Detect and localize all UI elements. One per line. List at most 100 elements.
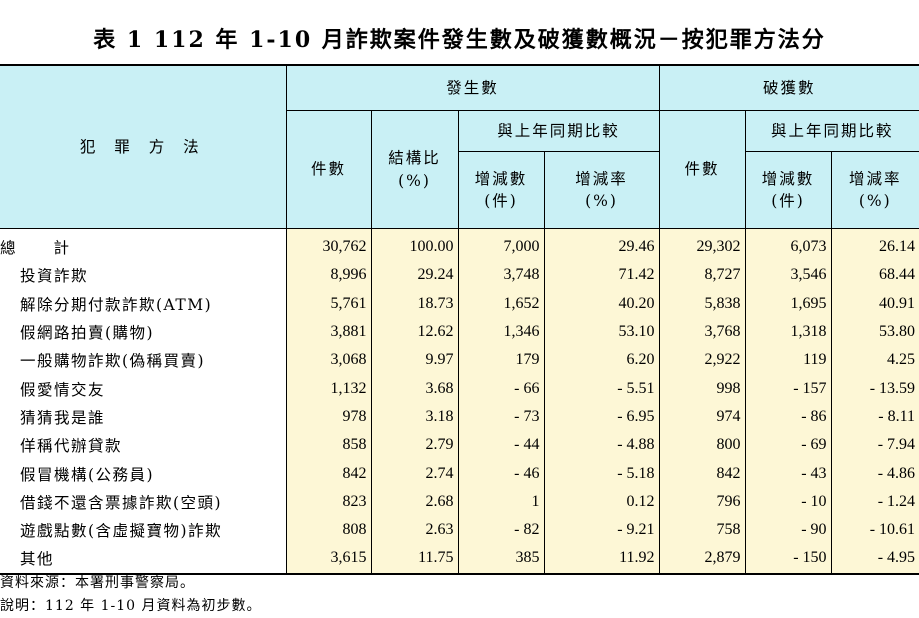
table-cell: - 1.24 (830, 487, 919, 516)
row-label: 假冒機構(公務員) (0, 459, 286, 488)
row-label: 佯稱代辦貸款 (0, 431, 286, 460)
row-label: 假愛情交友 (0, 374, 286, 403)
table-row: 借錢不還含票據詐欺(空頭) 823 2.68 1 0.12 796- 10- 1.24 (0, 487, 919, 516)
table-cell: 0.12 (543, 487, 660, 516)
table-cell: - 5.51 (543, 374, 660, 403)
table-cell: - 73 (457, 402, 544, 432)
table-row: 猜猜我是誰 978 3.18- 73- 6.95 974- 86- 8.11 (0, 402, 919, 432)
total-label-a: 總 (0, 239, 16, 258)
table-cell: 796 (658, 487, 746, 516)
ratio-header-line1: 結構比 (388, 149, 441, 168)
table-cell: 3,881 (285, 317, 371, 347)
table-cell: 40.20 (543, 289, 660, 318)
table-cell: 6.20 (543, 346, 660, 375)
table-cell: 5,838 (658, 289, 746, 318)
row-label: 借錢不還含票據詐欺(空頭) (0, 487, 286, 516)
table-cell: - 10.61 (830, 515, 919, 545)
table-cell: 12.62 (370, 317, 458, 347)
source-note: 資料來源：本署刑事警察局。 (0, 575, 195, 591)
occurrence-yoy-header: 與上年同期比較 (457, 110, 660, 152)
row-label: 其他 (0, 544, 286, 575)
table-cell: 2,922 (658, 346, 746, 375)
table-cell: 68.44 (830, 261, 919, 290)
table-cell: - 157 (744, 374, 832, 403)
table-cell: 842 (285, 459, 371, 488)
table-cell: - 66 (457, 374, 544, 403)
table-cell: - 4.95 (830, 544, 919, 575)
table-cell: - 13.59 (830, 374, 919, 403)
table-cell: - 4.86 (830, 459, 919, 488)
table-cell: 11.92 (543, 544, 660, 575)
table-row: 佯稱代辦貸款 858 2.79- 44- 4.88 800- 69- 7.94 (0, 431, 919, 460)
table-title: 表 1 112 年 1-10 月詐欺案件發生數及破獲數概況－按犯罪方法分 (93, 27, 826, 53)
table-cell: 3,768 (658, 317, 746, 347)
table-cell: 974 (658, 402, 746, 432)
table-cell: 119 (744, 346, 832, 375)
table-cell: 9.97 (370, 346, 458, 375)
rate-header-line1: 增減率 (849, 169, 902, 188)
table-cell: 1,695 (744, 289, 832, 318)
table-cell: 800 (658, 431, 746, 460)
rate-header-line1: 增減率 (575, 169, 628, 188)
solved-rate-header: 增減率 (%) (830, 151, 919, 229)
rate-header-line2: (%) (858, 192, 892, 210)
table-cell: 100.00 (370, 228, 458, 262)
table-cell: - 9.21 (543, 515, 660, 545)
table-row: 其他 3,615 11.75 385 11.92 2,879- 150- 4.95 (0, 544, 919, 575)
table-cell: 18.73 (370, 289, 458, 318)
table-cell: 978 (285, 402, 371, 432)
total-label-b: 計 (53, 239, 70, 258)
table-cell: 3.18 (370, 402, 458, 432)
table-cell: 3,546 (744, 261, 832, 290)
total-row: 總計 30,762 100.00 7,000 29.46 29,302 6,07… (0, 228, 919, 262)
table-cell: 2.79 (370, 431, 458, 460)
table-body: 總計 30,762 100.00 7,000 29.46 29,302 6,07… (0, 228, 919, 575)
change-header-line1: 增減數 (761, 169, 815, 188)
table-cell: - 90 (744, 515, 832, 545)
table-cell: - 10 (744, 487, 832, 516)
table-cell: - 4.88 (543, 431, 660, 460)
table-cell: 858 (285, 431, 371, 460)
table-row: 遊戲點數(含虛擬寶物)詐欺 808 2.63- 82- 9.21 758- 90- 1… (0, 515, 919, 545)
table-header: 犯 罪 方 法 發生數 破獲數 件數 結構比 (%) 與上年同期比較 件數 與上… (0, 64, 919, 229)
table-row: 一般購物詐欺(偽稱買賣) 3,068 9.97 179 6.20 2,922 119 4.25 (0, 346, 919, 375)
solved-cases-header: 件數 (658, 110, 746, 229)
table-cell: 5,761 (285, 289, 371, 318)
table-cell: - 82 (457, 515, 544, 545)
fraud-statistics-table: 犯 罪 方 法 發生數 破獲數 件數 結構比 (%) 與上年同期比較 件數 與上… (0, 64, 919, 575)
table-cell: - 69 (744, 431, 832, 460)
remark-note: 說明：112 年 1-10 月資料為初步數。 (0, 598, 262, 614)
table-cell: 998 (658, 374, 746, 403)
table-cell: - 44 (457, 431, 544, 460)
table-cell: 11.75 (370, 544, 458, 575)
table-cell: 3,068 (285, 346, 371, 375)
row-label: 假網路拍賣(購物) (0, 317, 286, 347)
table-row: 假愛情交友 1,132 3.68- 66- 5.51 998- 157- 13.59 (0, 374, 919, 403)
table-cell: 1,652 (457, 289, 544, 318)
table-cell: - 5.18 (543, 459, 660, 488)
table-cell: 1 (457, 487, 544, 516)
table-cell: 53.10 (543, 317, 660, 347)
occurrence-cases-header: 件數 (285, 110, 372, 229)
change-header-line2: (件) (771, 192, 805, 210)
table-cell: - 43 (744, 459, 832, 488)
table-cell: 823 (285, 487, 371, 516)
table-cell: - 6.95 (543, 402, 660, 432)
table-cell: 40.91 (830, 289, 919, 318)
change-header-line1: 增減數 (474, 169, 528, 188)
table-cell: 7,000 (457, 228, 544, 262)
table-cell: 29.24 (370, 261, 458, 290)
table-row: 解除分期付款詐欺(ATM) 5,761 18.73 1,652 40.20 5,838 1,… (0, 289, 919, 318)
table-cell: 758 (658, 515, 746, 545)
table-cell: 842 (658, 459, 746, 488)
table-cell: - 7.94 (830, 431, 919, 460)
table-cell: 179 (457, 346, 544, 375)
ratio-header-line2: (%) (398, 171, 431, 190)
table-row: 投資詐欺 8,996 29.24 3,748 71.42 8,727 3,546 68.44 (0, 261, 919, 290)
table-cell: 3,615 (285, 544, 371, 575)
table-cell: 71.42 (543, 261, 660, 290)
table-cell: 1,132 (285, 374, 371, 403)
table-cell: 808 (285, 515, 371, 545)
table-cell: - 46 (457, 459, 544, 488)
table-cell: 6,073 (744, 228, 832, 262)
